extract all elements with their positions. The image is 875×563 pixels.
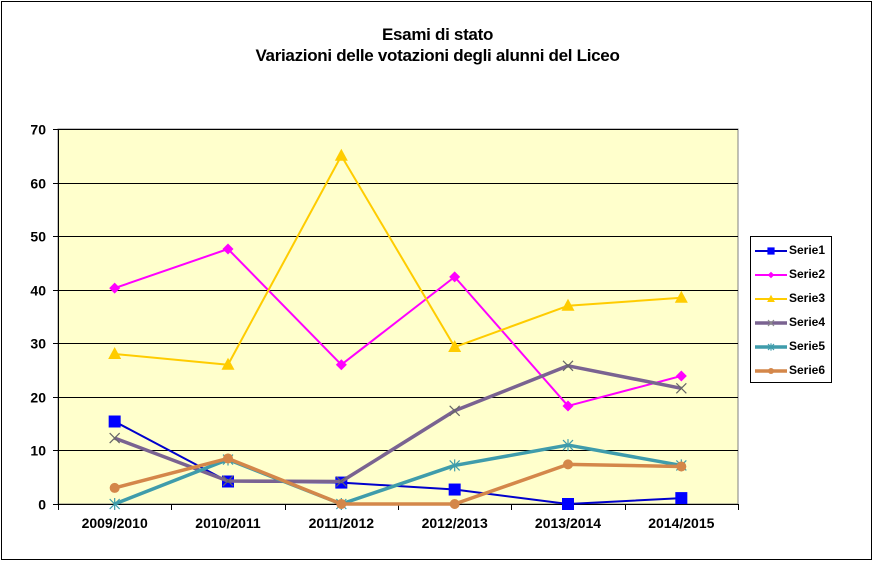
chart-title: Esami di stato xyxy=(381,25,494,44)
series-serie3 xyxy=(108,148,688,370)
legend-item-serie1: Serie1 xyxy=(751,241,831,261)
y-tick-label: 50 xyxy=(30,229,46,245)
chart-subtitle: Variazioni delle votazioni degli alunni … xyxy=(255,46,620,65)
legend-label: Serie3 xyxy=(789,291,826,305)
legend: Serie1 Serie2 Serie3 Serie4 Serie5 Serie… xyxy=(750,236,832,383)
y-tick-label: 70 xyxy=(30,122,46,138)
diamond-marker-icon xyxy=(755,271,787,279)
data-series xyxy=(108,148,688,510)
circle-marker-icon xyxy=(755,368,787,374)
y-tick-label: 0 xyxy=(38,497,46,513)
legend-label: Serie6 xyxy=(789,363,826,377)
y-tick-label: 30 xyxy=(30,336,46,352)
legend-label: Serie5 xyxy=(789,339,826,353)
series-serie4 xyxy=(109,360,687,487)
legend-label: Serie1 xyxy=(789,243,826,257)
x-tick-label: 2012/2013 xyxy=(422,515,488,531)
legend-item-serie3: Serie3 xyxy=(751,289,831,309)
y-tick-label: 10 xyxy=(30,443,46,459)
x-tick-label: 2014/2015 xyxy=(648,515,714,531)
axes: 0 10 20 30 40 50 60 70 2009/2010 2010/2011 2011/20… xyxy=(30,122,739,531)
legend-item-serie2: Serie2 xyxy=(751,265,831,285)
y-tick-label: 20 xyxy=(30,390,46,406)
plot-background xyxy=(57,128,739,505)
star-marker-icon xyxy=(755,343,787,351)
series-serie2 xyxy=(109,243,687,412)
legend-item-serie4: Serie4 xyxy=(751,313,831,333)
x-tick-label: 2010/2011 xyxy=(195,515,261,531)
legend-label: Serie2 xyxy=(789,267,826,281)
x-marker-icon xyxy=(755,319,787,327)
x-tick-label: 2011/2012 xyxy=(309,515,375,531)
x-tick-label: 2013/2014 xyxy=(535,515,601,531)
legend-item-serie6: Serie6 xyxy=(751,361,831,381)
y-tick-label: 60 xyxy=(30,176,46,192)
gridlines xyxy=(57,128,739,505)
legend-label: Serie4 xyxy=(789,315,826,329)
square-marker-icon xyxy=(755,247,787,255)
y-tick-label: 40 xyxy=(30,283,46,299)
triangle-marker-icon xyxy=(755,294,787,302)
legend-item-serie5: Serie5 xyxy=(751,337,831,357)
series-serie6 xyxy=(109,453,687,509)
x-tick-label: 2009/2010 xyxy=(82,515,148,531)
